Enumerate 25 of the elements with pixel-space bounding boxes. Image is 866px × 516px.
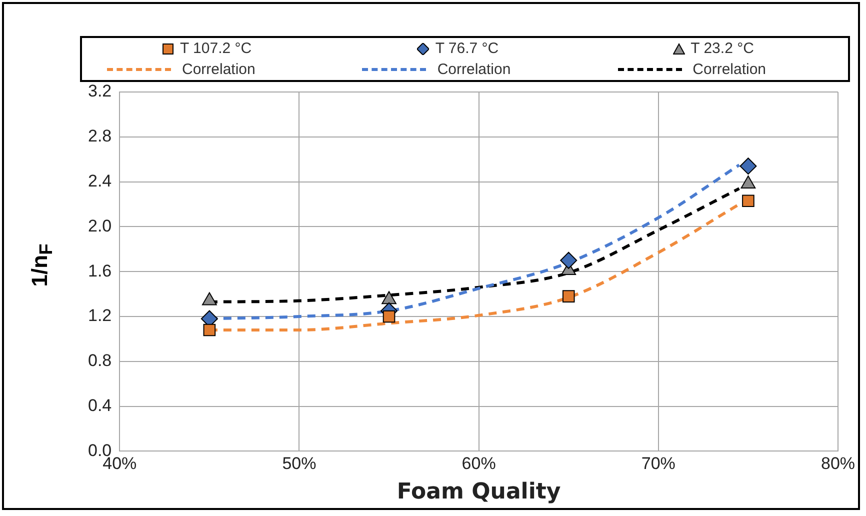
point — [560, 252, 578, 269]
x-tick-label: 70% — [641, 454, 676, 474]
point — [742, 194, 754, 208]
point — [562, 290, 575, 302]
point — [740, 158, 757, 175]
y-tick-label: 1.6 — [88, 261, 112, 280]
legend-label: Correlation — [437, 61, 511, 78]
x-tick-label: 80% — [820, 454, 856, 474]
legend-label: T 76.7 °C — [435, 40, 499, 57]
x-axis-title: Foam Quality — [396, 480, 561, 505]
x-tick-label: 50% — [282, 454, 316, 474]
y-tick-label: 3.2 — [88, 82, 112, 101]
y-tick-label: 0.4 — [88, 396, 112, 415]
legend-label: T 23.2 °C — [690, 40, 754, 57]
y-tick-label: 2.0 — [88, 216, 112, 236]
y-tick-label: 0.8 — [88, 351, 112, 370]
legend-label: Correlation — [182, 61, 256, 78]
y-tick-label: 2.8 — [88, 126, 112, 146]
point — [203, 324, 216, 336]
x-tick-label: 60% — [462, 454, 496, 474]
y-tick-label: 1.2 — [88, 306, 112, 326]
legend-label: Correlation — [692, 61, 766, 78]
y-tick-label: 2.4 — [88, 171, 112, 190]
point — [382, 310, 396, 323]
legend-label: T 107.2 °C — [180, 40, 252, 57]
